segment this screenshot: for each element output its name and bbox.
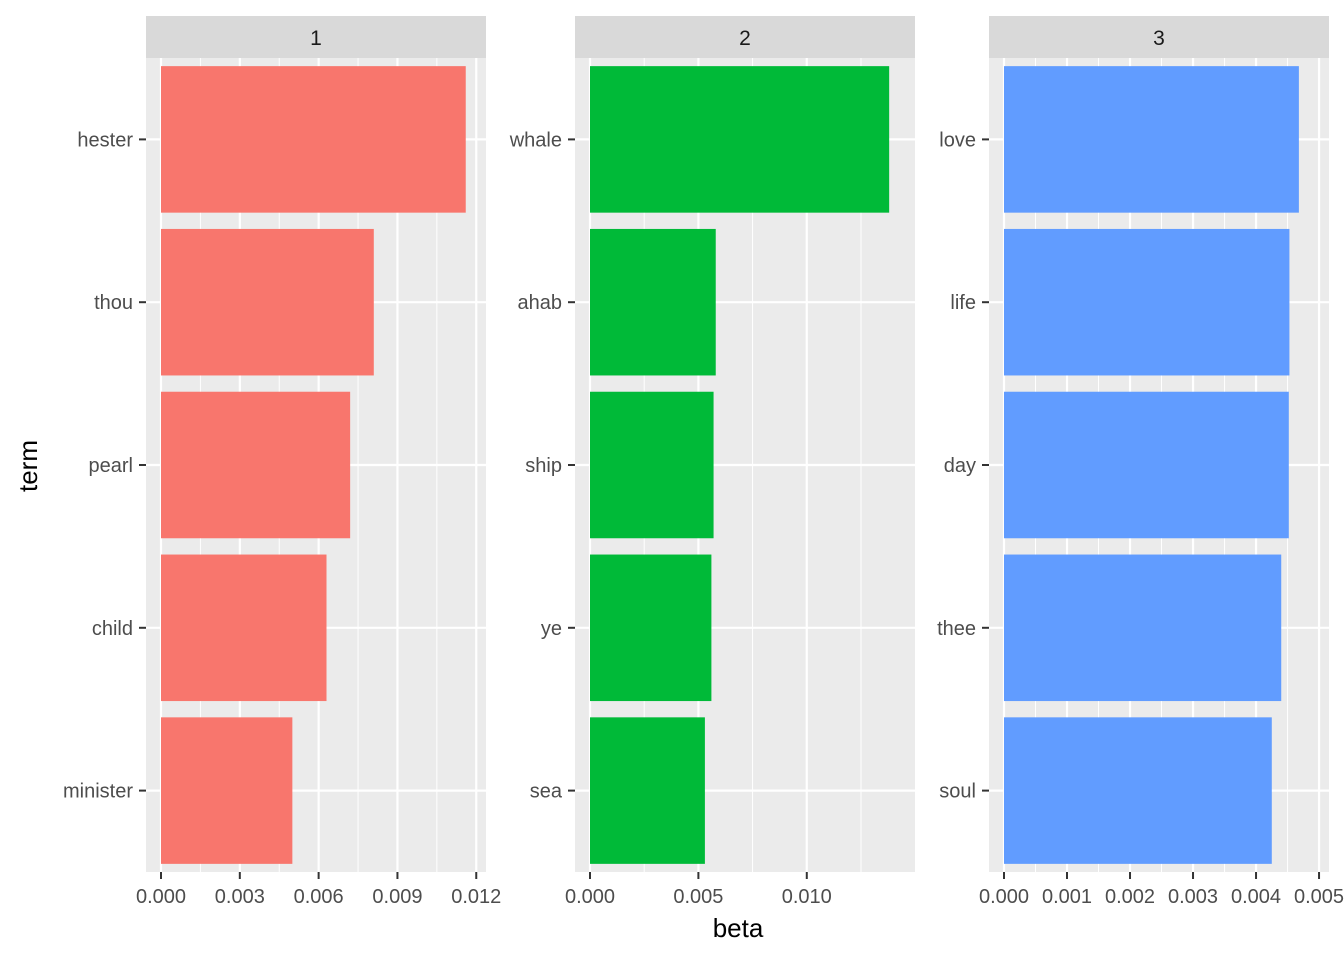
y-tick-label: soul — [939, 781, 976, 803]
x-tick-label: 0.005 — [1294, 886, 1344, 908]
y-tick-label: minister — [63, 781, 133, 803]
y-tick-label: ahab — [518, 292, 563, 314]
bar-ye — [590, 554, 712, 702]
y-tick-label: ship — [525, 455, 562, 477]
bar-love — [1004, 66, 1299, 213]
facet-strip — [575, 16, 915, 58]
y-tick-label: thou — [94, 292, 133, 314]
bar-soul — [1004, 717, 1272, 864]
x-tick-label: 0.001 — [1042, 886, 1092, 908]
x-tick-label: 0.010 — [782, 886, 832, 908]
x-tick-label: 0.004 — [1231, 886, 1281, 908]
x-tick-label: 0.005 — [673, 886, 723, 908]
y-tick-label: thee — [937, 618, 976, 640]
facet-strip — [989, 16, 1329, 58]
x-tick-label: 0.012 — [451, 886, 501, 908]
bar-day — [1004, 391, 1289, 539]
y-tick-label: love — [939, 129, 976, 151]
facet-panel-2: 2 whale ahab ship ye sea 0.000 0.005 0.010 — [509, 16, 915, 908]
x-tick-label: 0.000 — [979, 886, 1029, 908]
bar-ahab — [590, 228, 716, 376]
bar-thee — [1004, 554, 1282, 702]
y-tick-label: child — [92, 618, 133, 640]
bar-ship — [590, 391, 714, 539]
y-tick-label: hester — [77, 129, 133, 151]
facet-panel-1: 1 hester thou pearl child minister 0.000 0.003 0… — [63, 16, 501, 908]
y-tick-label: life — [950, 292, 976, 314]
facet-strip-label: 1 — [310, 27, 322, 50]
bar-whale — [590, 66, 890, 213]
bar-hester — [161, 66, 466, 213]
y-tick-label: day — [944, 455, 976, 477]
x-tick-label: 0.002 — [1105, 886, 1155, 908]
y-tick-label: pearl — [89, 455, 133, 477]
facet-strip — [146, 16, 486, 58]
bar-sea — [590, 717, 705, 864]
y-tick-label: whale — [509, 129, 562, 151]
y-tick-label: ye — [541, 618, 562, 640]
y-axis-title: term — [13, 440, 43, 492]
y-tick-label: sea — [530, 781, 563, 803]
bar-child — [161, 554, 327, 702]
facet-strip-label: 3 — [1153, 27, 1165, 50]
bar-pearl — [161, 391, 351, 539]
x-tick-label: 0.003 — [1168, 886, 1218, 908]
facet-strip-label: 2 — [739, 27, 751, 50]
x-tick-label: 0.000 — [136, 886, 186, 908]
bar-minister — [161, 717, 293, 864]
bar-thou — [161, 228, 374, 376]
x-tick-label: 0.000 — [565, 886, 615, 908]
x-tick-label: 0.009 — [372, 886, 422, 908]
x-tick-label: 0.003 — [215, 886, 265, 908]
bar-life — [1004, 228, 1290, 376]
x-tick-label: 0.006 — [294, 886, 344, 908]
facet-panel-3: 3 love life day thee soul 0.000 0.001 0.002 0.003… — [937, 16, 1344, 908]
x-axis-title: beta — [713, 913, 764, 943]
